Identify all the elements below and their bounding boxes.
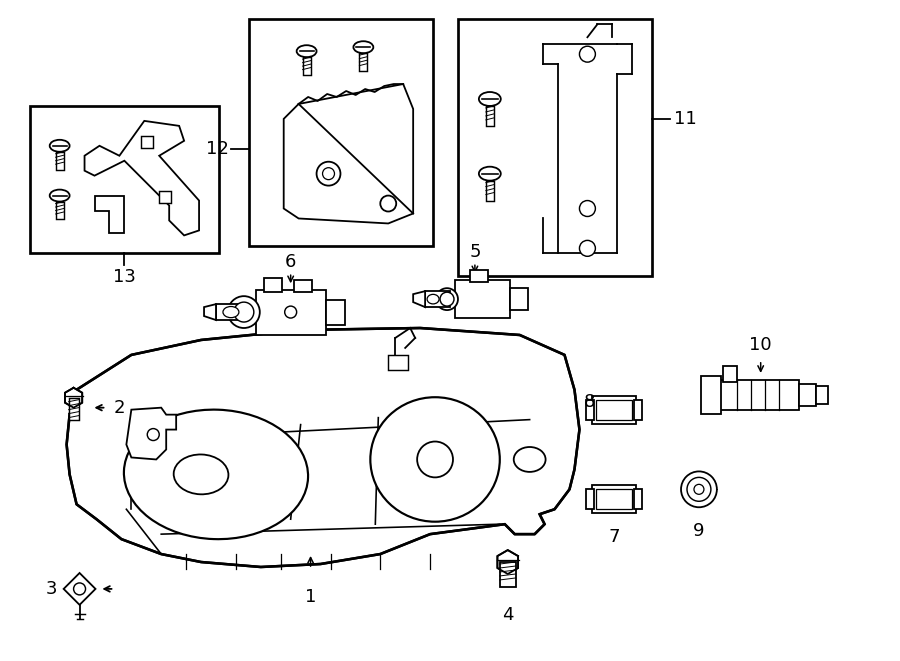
Bar [587, 489, 594, 509]
Bar [216, 304, 248, 320]
Ellipse shape [370, 397, 500, 522]
Bar [141, 136, 153, 148]
Bar [359, 53, 367, 71]
Text: 2: 2 [113, 399, 125, 416]
Polygon shape [64, 573, 95, 605]
Bar [293, 280, 311, 292]
Text: 9: 9 [693, 522, 705, 540]
Bar [388, 355, 409, 370]
Ellipse shape [440, 292, 454, 306]
Bar [256, 290, 326, 335]
Polygon shape [94, 196, 124, 233]
Bar [509, 288, 527, 310]
Bar [798, 384, 816, 406]
Ellipse shape [50, 140, 69, 152]
Circle shape [228, 296, 260, 328]
Bar [264, 278, 282, 292]
Polygon shape [67, 328, 580, 567]
Polygon shape [85, 121, 199, 235]
Bar [326, 300, 346, 325]
Text: 13: 13 [112, 268, 136, 286]
Circle shape [284, 306, 297, 318]
Text: 1: 1 [305, 588, 316, 606]
Text: 12: 12 [205, 139, 229, 158]
Bar [159, 190, 171, 202]
Circle shape [580, 241, 596, 256]
Text: 4: 4 [502, 605, 514, 624]
Ellipse shape [429, 296, 437, 302]
Ellipse shape [431, 297, 435, 301]
Text: 11: 11 [673, 110, 697, 128]
Circle shape [322, 168, 335, 180]
Circle shape [694, 485, 704, 494]
Circle shape [687, 477, 711, 501]
Bar [592, 485, 636, 513]
Bar [455, 280, 509, 318]
Ellipse shape [50, 190, 69, 202]
Bar [30, 106, 219, 253]
Polygon shape [126, 408, 176, 459]
Circle shape [317, 162, 340, 186]
Text: 10: 10 [750, 336, 772, 354]
Circle shape [681, 471, 717, 507]
Circle shape [381, 196, 396, 212]
Text: 7: 7 [608, 528, 620, 546]
Ellipse shape [514, 447, 545, 472]
Polygon shape [413, 291, 425, 307]
Ellipse shape [229, 311, 233, 313]
Ellipse shape [124, 410, 308, 539]
Text: 6: 6 [285, 253, 296, 271]
Text: 8: 8 [584, 393, 595, 410]
Ellipse shape [174, 455, 229, 494]
Ellipse shape [436, 288, 458, 310]
Bar [597, 489, 632, 509]
Bar [634, 400, 643, 420]
Circle shape [580, 46, 596, 62]
Ellipse shape [354, 41, 373, 53]
Bar [719, 380, 798, 410]
Bar [592, 396, 636, 424]
Ellipse shape [225, 308, 237, 316]
Ellipse shape [479, 167, 500, 180]
Bar [248, 19, 433, 247]
Ellipse shape [227, 309, 235, 315]
Text: 5: 5 [469, 243, 481, 261]
Ellipse shape [479, 92, 500, 106]
Bar [486, 180, 494, 200]
Bar [723, 366, 737, 382]
Bar [302, 57, 310, 75]
Bar [470, 270, 488, 282]
Bar [425, 291, 450, 307]
Circle shape [417, 442, 453, 477]
Bar [816, 386, 828, 404]
Bar [701, 376, 721, 414]
Polygon shape [498, 550, 518, 574]
Circle shape [148, 428, 159, 440]
Text: 3: 3 [46, 580, 58, 598]
Bar [56, 152, 64, 170]
Bar [486, 106, 494, 126]
Circle shape [580, 200, 596, 217]
Circle shape [74, 583, 86, 595]
Bar [56, 202, 64, 219]
Bar [634, 489, 643, 509]
Bar [458, 19, 652, 276]
Ellipse shape [223, 307, 238, 318]
Polygon shape [284, 84, 413, 223]
Circle shape [234, 302, 254, 322]
Ellipse shape [428, 294, 439, 304]
Bar [68, 398, 78, 420]
Bar [597, 400, 632, 420]
Bar [587, 400, 594, 420]
Polygon shape [204, 304, 216, 320]
Ellipse shape [297, 45, 317, 57]
Polygon shape [65, 388, 82, 408]
Bar [500, 562, 516, 587]
